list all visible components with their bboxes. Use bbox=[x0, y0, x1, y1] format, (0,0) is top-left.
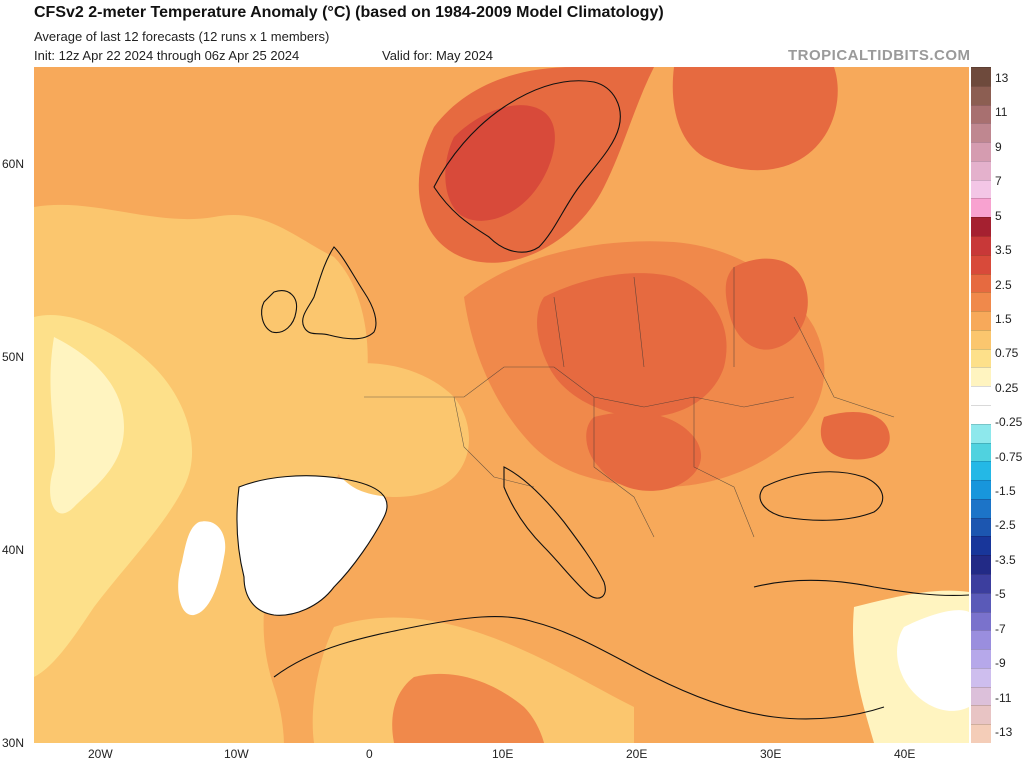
levant-white-zone bbox=[897, 610, 969, 711]
colorbar-box bbox=[971, 104, 991, 124]
colorbar-label: 2.5 bbox=[995, 277, 1012, 292]
colorbar-box bbox=[971, 630, 991, 650]
lat-label-60n: 60N bbox=[2, 157, 25, 171]
colorbar-label: 9 bbox=[995, 139, 1002, 154]
colorbar-box bbox=[971, 217, 991, 237]
finland-warm-zone bbox=[672, 67, 838, 171]
colorbar-box bbox=[971, 724, 991, 744]
colorbar-box bbox=[971, 649, 991, 669]
lat-label-40n: 40N bbox=[2, 543, 25, 557]
colorbar-label: 0.75 bbox=[995, 346, 1019, 361]
colorbar-box bbox=[971, 85, 991, 106]
colorbar-box bbox=[971, 423, 991, 444]
lat-label-50n: 50N bbox=[2, 350, 25, 364]
valid-line: Valid for: May 2024 bbox=[382, 48, 494, 63]
colorbar-box bbox=[971, 348, 991, 368]
lon-label-10w: 10W bbox=[224, 747, 249, 761]
colorbar-label: 0.25 bbox=[995, 380, 1019, 395]
colorbar-box bbox=[971, 292, 991, 312]
brand-watermark: TROPICALTIDBITS.COM bbox=[788, 47, 971, 64]
borders bbox=[364, 267, 895, 538]
atlantic-pale-zone bbox=[50, 337, 124, 514]
colorbar-label: 1.5 bbox=[995, 311, 1012, 326]
coastlines bbox=[236, 80, 969, 720]
colorbar-box bbox=[971, 442, 991, 462]
colorbar-box bbox=[971, 236, 991, 256]
colorbar-label: -0.75 bbox=[995, 449, 1023, 464]
france-mild-zone bbox=[323, 363, 469, 497]
colorbar-box bbox=[971, 273, 991, 293]
colorbar-box bbox=[971, 179, 991, 199]
colorbar-label: -3.5 bbox=[995, 552, 1016, 567]
ukraine-warm-zone bbox=[725, 258, 808, 350]
colorbar-box bbox=[971, 517, 991, 537]
colorbar-label: 11 bbox=[995, 105, 1008, 120]
colorbar-box bbox=[971, 667, 991, 688]
colorbar-label: 3.5 bbox=[995, 243, 1012, 258]
anomaly-map bbox=[34, 67, 969, 743]
black-sea-warm-patch bbox=[820, 412, 890, 460]
colorbar-box bbox=[971, 198, 991, 218]
colorbar-box bbox=[971, 160, 991, 181]
colorbar-box bbox=[971, 367, 991, 387]
lon-label-0: 0 bbox=[366, 747, 373, 761]
colorbar-label: -5 bbox=[995, 587, 1006, 602]
colorbar bbox=[971, 67, 991, 744]
colorbar-box bbox=[971, 555, 991, 575]
colorbar-box bbox=[971, 480, 991, 500]
colorbar-box bbox=[971, 592, 991, 613]
colorbar-box bbox=[971, 536, 991, 556]
colorbar-label: -1.5 bbox=[995, 484, 1016, 499]
lon-label-20e: 20E bbox=[626, 747, 648, 761]
atlantic-neutral-patch bbox=[178, 521, 226, 616]
lon-label-40e: 40E bbox=[894, 747, 916, 761]
map-svg bbox=[34, 67, 969, 743]
colorbar-label: 5 bbox=[995, 208, 1002, 223]
colorbar-label: 13 bbox=[995, 71, 1009, 85]
init-line: Init: 12z Apr 22 2024 through 06z Apr 25… bbox=[34, 48, 300, 63]
colorbar-box bbox=[971, 686, 991, 706]
lon-label-20w: 20W bbox=[88, 747, 113, 761]
colorbar-label: -2.5 bbox=[995, 518, 1016, 533]
sahara-warm-zone bbox=[392, 673, 544, 743]
colorbar-box bbox=[971, 386, 991, 406]
colorbar-box bbox=[971, 329, 991, 350]
colorbar-box bbox=[971, 311, 991, 331]
colorbar-label: -13 bbox=[995, 725, 1013, 739]
poland-hot-zone bbox=[537, 273, 727, 417]
map-subtitle: Average of last 12 forecasts (12 runs x … bbox=[34, 29, 330, 44]
colorbar-label: -7 bbox=[995, 621, 1006, 636]
colorbar-box bbox=[971, 498, 991, 519]
colorbar-label: -0.25 bbox=[995, 415, 1023, 430]
map-title: CFSv2 2-meter Temperature Anomaly (°C) (… bbox=[34, 4, 664, 21]
colorbar-box bbox=[971, 142, 991, 162]
colorbar-box bbox=[971, 67, 991, 87]
colorbar-box bbox=[971, 611, 991, 631]
colorbar-label: -9 bbox=[995, 656, 1006, 671]
colorbar-box bbox=[971, 705, 991, 725]
colorbar-label: 7 bbox=[995, 174, 1002, 189]
lon-label-10e: 10E bbox=[492, 747, 514, 761]
colorbar-box bbox=[971, 254, 991, 275]
balkans-hot-zone bbox=[586, 412, 702, 491]
colorbar-box bbox=[971, 405, 991, 425]
colorbar-box bbox=[971, 461, 991, 481]
lon-label-30e: 30E bbox=[760, 747, 782, 761]
iberia-neutral-zone bbox=[236, 475, 388, 616]
colorbar-box bbox=[971, 574, 991, 594]
colorbar-label: -11 bbox=[995, 690, 1012, 705]
colorbar-box bbox=[971, 123, 991, 143]
norway-hot-zone bbox=[445, 105, 555, 221]
lat-label-30n: 30N bbox=[2, 736, 25, 750]
